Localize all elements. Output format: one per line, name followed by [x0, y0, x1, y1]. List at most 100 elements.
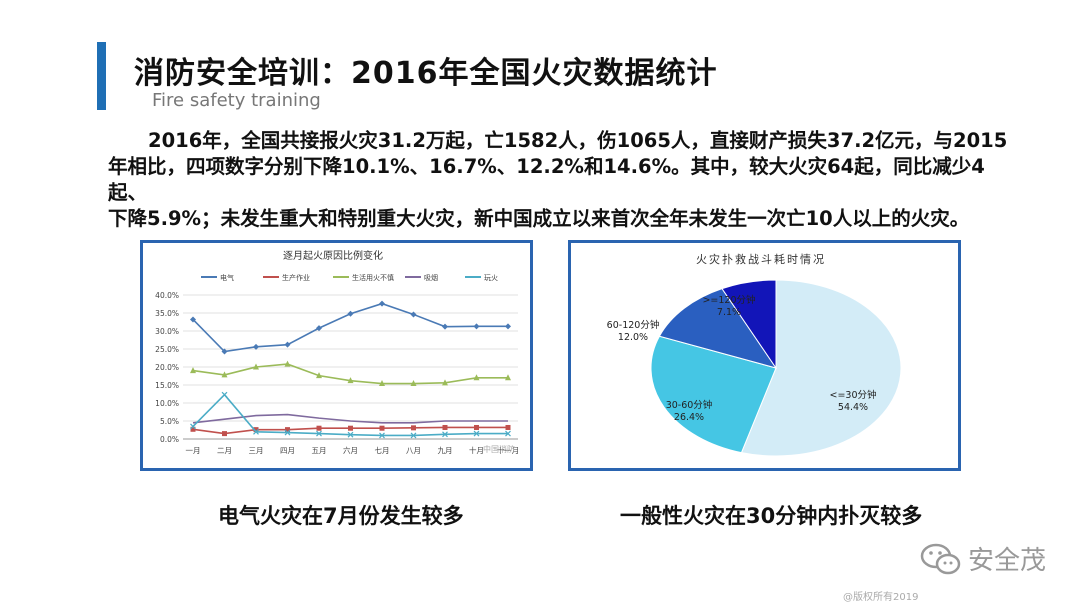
- x-tick-label: 一月: [186, 446, 201, 455]
- data-point: [505, 374, 511, 381]
- data-point: [442, 424, 448, 430]
- data-point: [348, 425, 353, 431]
- slice-percent: 7.1%: [717, 307, 741, 318]
- data-point: [505, 424, 511, 430]
- y-tick-label: 20.0%: [155, 363, 179, 372]
- data-point: [316, 425, 322, 431]
- line-chart-title: 逐月起火原因比例变化: [283, 249, 383, 262]
- pie-chart-title: 火灾扑救战斗耗时情况: [696, 252, 826, 266]
- line-chart-panel: 逐月起火原因比例变化电气 生产作业 生活用火不慎 吸烟 玩火 0.0% 5.0% 10.0% 1…: [140, 240, 533, 471]
- data-point: [253, 428, 259, 435]
- data-point: [473, 374, 480, 381]
- data-point: [379, 300, 385, 307]
- data-point: [316, 372, 322, 379]
- data-point: [347, 310, 354, 317]
- data-point: [505, 430, 511, 437]
- pie-slice: [658, 288, 778, 369]
- data-point: [253, 363, 259, 370]
- data-point: [221, 391, 228, 398]
- pie-chart-panel: 火灾扑救战斗耗时情况 <=30分钟 54.4% 30-60分钟 26.4% 60-120分…: [568, 240, 961, 471]
- data-point: [316, 325, 322, 332]
- data-point: [474, 424, 479, 430]
- slice-percent: 26.4%: [674, 412, 704, 423]
- pie-slice: [740, 279, 902, 457]
- data-point: [253, 343, 259, 350]
- series-line: [192, 413, 508, 424]
- data-point: [190, 426, 196, 432]
- data-point: [410, 311, 417, 318]
- data-point: [253, 427, 259, 433]
- data-point: [379, 380, 385, 387]
- data-point: [221, 371, 228, 378]
- y-tick-label: 0.0%: [160, 435, 179, 444]
- line-chart-caption: 电气火灾在7月份发生较多: [218, 504, 464, 528]
- slice-label: <=30分钟: [829, 389, 876, 401]
- data-point: [473, 430, 480, 437]
- legend-label: 生活用火不慎: [352, 273, 394, 282]
- summary-paragraph: 2016年，全国共接报火灾31.2万起，亡1582人，伤1065人，直接财产损失…: [108, 128, 1008, 232]
- data-point: [410, 380, 417, 387]
- x-tick-label: 五月: [312, 446, 327, 455]
- data-point: [190, 423, 196, 430]
- data-point: [190, 367, 196, 374]
- data-point: [442, 323, 448, 330]
- pie-slice: [650, 335, 777, 454]
- x-tick-label: 七月: [375, 446, 390, 455]
- x-tick-label: 十月: [469, 445, 484, 455]
- y-tick-label: 35.0%: [155, 309, 179, 318]
- slice-label: >=120分钟: [702, 294, 755, 306]
- summary-line: 2016年，全国共接报火灾31.2万起，亡1582人，伤1065人，直接财产损失…: [148, 129, 1008, 152]
- y-tick-label: 10.0%: [155, 399, 179, 408]
- legend-label: 吸烟: [424, 273, 438, 282]
- legend-label: 生产作业: [282, 273, 310, 282]
- x-tick-label: 九月: [438, 446, 453, 455]
- data-point: [442, 379, 448, 386]
- y-tick-label: 40.0%: [155, 291, 179, 300]
- data-point: [379, 432, 385, 439]
- data-point: [411, 425, 416, 431]
- watermark: 安全茂: [920, 540, 1046, 577]
- page-subtitle: Fire safety training: [152, 90, 321, 111]
- data-point: [347, 431, 354, 438]
- x-tick-label: 八月: [406, 446, 421, 455]
- data-point: [222, 431, 227, 437]
- y-tick-label: 25.0%: [155, 345, 179, 354]
- y-tick-label: 30.0%: [155, 327, 179, 336]
- x-tick-label: 二月: [217, 446, 232, 455]
- data-point: [284, 429, 291, 436]
- data-point: [410, 432, 417, 439]
- title-accent-bar: [97, 42, 106, 110]
- watermark-brand: 安全茂: [968, 546, 1047, 576]
- slice-percent: 54.4%: [838, 402, 868, 413]
- data-point: [284, 341, 291, 348]
- data-point: [221, 348, 228, 355]
- wechat-icon: [920, 543, 961, 574]
- data-point: [285, 427, 290, 433]
- legend-label: 玩火: [484, 274, 498, 282]
- x-tick-label: 十一月: [497, 445, 520, 455]
- data-point: [442, 431, 448, 438]
- data-point: [347, 377, 354, 384]
- copyright-text: @版权所有2019: [843, 592, 919, 603]
- legend-label: 电气: [220, 273, 234, 282]
- data-point: [505, 323, 511, 330]
- x-tick-label: 六月: [343, 445, 358, 455]
- y-tick-label: 5.0%: [160, 417, 179, 426]
- data-point: [316, 430, 322, 437]
- summary-line: 下降5.9%；未发生重大和特别重大火灾，新中国成立以来首次全年未发生一次亡10人…: [108, 207, 970, 230]
- summary-line: 年相比，四项数字分别下降10.1%、16.7%、12.2%和14.6%。其中，较…: [108, 155, 985, 204]
- x-tick-label: 四月: [280, 446, 295, 455]
- data-point: [379, 425, 385, 431]
- data-point: [473, 323, 480, 330]
- pie-slice: [721, 279, 777, 370]
- slice-percent: 12.0%: [618, 332, 648, 343]
- x-tick-label: 三月: [249, 446, 264, 455]
- data-point: [190, 316, 196, 323]
- y-tick-label: 15.0%: [155, 381, 179, 390]
- data-point: [284, 360, 291, 367]
- pie-chart-caption: 一般性火灾在30分钟内扑灭较多: [620, 504, 923, 528]
- slice-label: 60-120分钟: [607, 319, 660, 331]
- page-title: 消防安全培训：2016年全国火灾数据统计: [134, 56, 718, 91]
